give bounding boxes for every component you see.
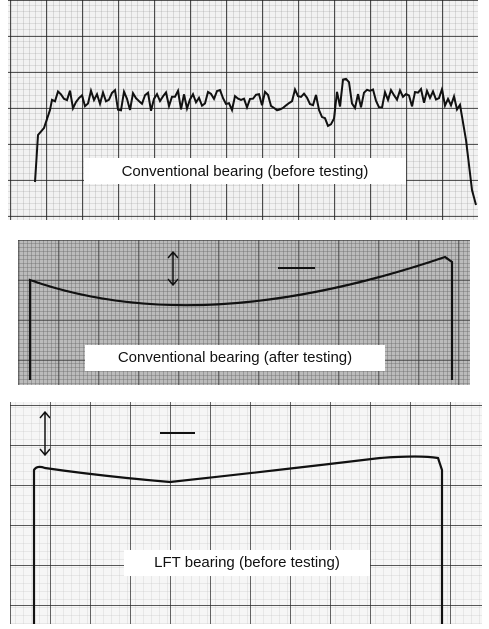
panel-label: Conventional bearing (after testing) — [118, 349, 352, 366]
major-grid — [8, 0, 478, 220]
figure: Conventional bearing (before testing) Co… — [0, 0, 489, 624]
panel-label: LFT bearing (before testing) — [154, 554, 340, 571]
panel-1: Conventional bearing (before testing) — [8, 0, 478, 220]
panel-3: LFT bearing (before testing) — [10, 402, 482, 624]
page: Conventional bearing (before testing) Co… — [0, 0, 489, 624]
panel-label: Conventional bearing (before testing) — [122, 163, 369, 180]
major-grid — [10, 402, 482, 624]
panel-2: Conventional bearing (after testing) — [18, 240, 470, 385]
